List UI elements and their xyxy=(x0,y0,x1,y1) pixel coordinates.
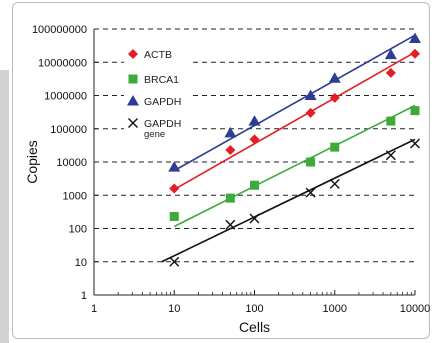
y-tick-label-1000000: 1000000 xyxy=(44,91,87,103)
data-point-gapdh-gene-500-stroke-b xyxy=(305,187,316,198)
data-point-brca1-50 xyxy=(225,193,235,203)
legend-label-gapdh-gene: GAPDH xyxy=(144,118,181,130)
legend-label-gapdh: GAPDH xyxy=(144,96,181,108)
data-point-brca1-500 xyxy=(306,157,316,167)
y-tick-label-1000: 1000 xyxy=(63,190,87,202)
legend-marker-gapdh-gene xyxy=(128,118,138,128)
data-point-actb-10000 xyxy=(410,48,420,59)
data-point-brca1-5000 xyxy=(386,116,396,126)
fit-line-brca1 xyxy=(173,104,416,228)
y-tick-label-100000: 100000 xyxy=(50,124,87,136)
data-point-gapdh-5000 xyxy=(384,48,397,60)
data-point-gapdh-gene-10 xyxy=(169,256,180,267)
y-tick-label-10000: 10000 xyxy=(56,157,87,169)
data-point-gapdh-gene-5000-stroke-b xyxy=(385,150,396,161)
data-point-gapdh-1000 xyxy=(328,72,341,83)
data-point-gapdh-50 xyxy=(224,126,237,138)
data-point-gapdh-gene-500 xyxy=(305,187,316,198)
x-tick-label-100: 100 xyxy=(245,303,263,315)
legend-marker-actb xyxy=(128,49,138,59)
fit-line-actb xyxy=(173,51,416,191)
y-tick-label-10000000: 10000000 xyxy=(38,57,87,69)
data-point-gapdh-gene-50 xyxy=(225,219,236,230)
legend-background xyxy=(124,43,190,151)
legend-marker-gapdh-gene-stroke-b xyxy=(128,118,138,128)
y-tick-label-10: 10 xyxy=(75,257,87,269)
data-point-gapdh-gene-10000 xyxy=(410,138,420,149)
data-point-brca1-1000 xyxy=(330,142,340,152)
legend-marker-gapdh xyxy=(127,95,139,106)
legend-label-actb: ACTB xyxy=(144,49,172,61)
fit-line-gapdh xyxy=(173,34,416,172)
x-axis-title: Cells xyxy=(239,319,270,335)
data-point-gapdh-500 xyxy=(304,89,317,100)
x-tick-label-1000: 1000 xyxy=(323,303,347,315)
data-point-brca1-10 xyxy=(169,211,179,221)
data-point-actb-1000 xyxy=(329,92,340,103)
data-point-brca1-10000 xyxy=(410,106,420,116)
chart-frame xyxy=(12,2,430,339)
data-point-brca1-100 xyxy=(250,180,259,190)
data-point-actb-10 xyxy=(169,183,180,194)
y-tick-label-100: 100 xyxy=(69,224,87,236)
fit-line-gapdh-gene xyxy=(161,138,416,263)
data-point-gapdh-gene-10000-stroke-b xyxy=(410,138,420,149)
x-tick-label-10000: 10000 xyxy=(400,303,431,315)
data-point-gapdh-gene-10-stroke-b xyxy=(169,256,180,267)
y-tick-label-100000000: 100000000 xyxy=(32,24,87,36)
data-point-actb-500 xyxy=(305,107,316,118)
legend-marker-brca1 xyxy=(128,74,138,84)
y-axis-title: Copies xyxy=(24,140,40,184)
data-point-gapdh-gene-100-stroke-b xyxy=(249,213,260,224)
x-tick-label-1: 1 xyxy=(91,303,97,315)
left-sidebar-strip xyxy=(0,70,9,343)
data-point-gapdh-gene-1000-stroke-b xyxy=(329,178,340,189)
data-point-gapdh-10 xyxy=(168,161,181,172)
data-point-actb-50 xyxy=(225,144,236,155)
legend-sublabel-gapdh-gene: gene xyxy=(144,129,165,140)
x-tick-label-10: 10 xyxy=(168,303,180,315)
data-point-gapdh-100 xyxy=(248,115,261,126)
data-point-gapdh-gene-100 xyxy=(249,213,260,224)
data-point-gapdh-gene-50-stroke-b xyxy=(225,219,236,230)
y-tick-label-1: 1 xyxy=(81,290,87,302)
data-point-gapdh-gene-5000 xyxy=(385,150,396,161)
data-point-actb-5000 xyxy=(385,67,396,78)
data-point-gapdh-gene-1000 xyxy=(329,178,340,189)
data-point-gapdh-10000 xyxy=(409,32,421,43)
data-point-actb-100 xyxy=(249,134,260,145)
legend-label-brca1: BRCA1 xyxy=(144,74,179,86)
